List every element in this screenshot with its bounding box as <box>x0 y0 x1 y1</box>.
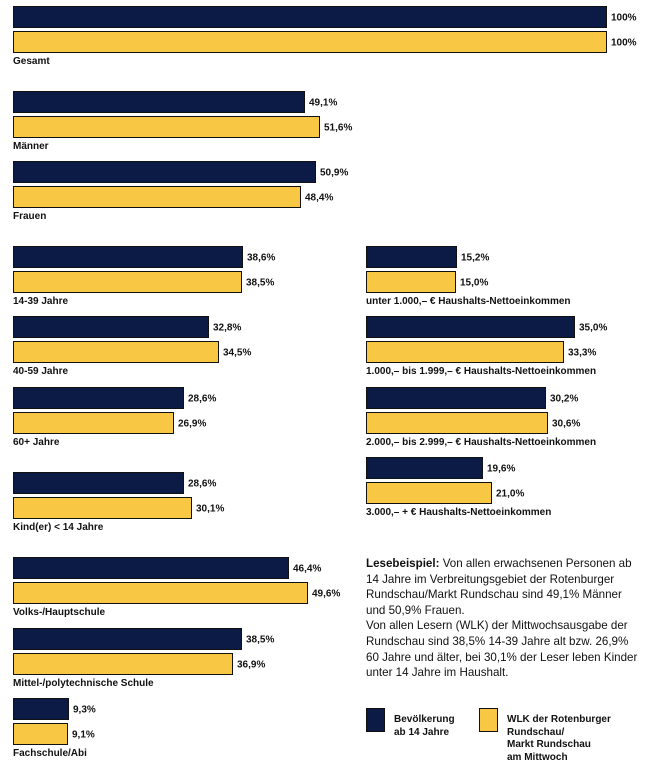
category-label: unter 1.000,– € Haushalts-Nettoeinkommen <box>366 296 571 307</box>
data-label: 38,6% <box>247 253 275 264</box>
data-label: 100% <box>611 13 637 24</box>
bar-readers-40-59-jahre <box>13 341 219 363</box>
category-label: Mittel-/polytechnische Schule <box>13 678 154 689</box>
category-label: Männer <box>13 141 49 152</box>
bar-readers-3-000-haushalts-nettoeinkommen <box>366 482 492 504</box>
bar-group-mittel-polytechnische-schule: 38,5% 36,9% Mittel-/polytechnische Schule <box>13 628 274 689</box>
category-label: 3.000,– + € Haushalts-Nettoeinkommen <box>366 507 551 518</box>
data-label: 30,2% <box>550 394 578 405</box>
bar-population-unter-1-000-haushalts-nettoeinkommen <box>366 246 457 268</box>
data-label: 30,6% <box>552 419 580 430</box>
data-label: 9,3% <box>73 705 96 716</box>
data-label: 15,0% <box>460 278 488 289</box>
bar-population-14-39-jahre <box>13 246 243 268</box>
bar-group-2-000-bis-2-999-haushalts-nettoeinkommen: 30,2% 30,6% 2.000,– bis 2.999,– € Haushalt… <box>366 387 596 448</box>
bar-readers-1-000-bis-1-999-haushalts-nettoeinkommen <box>366 341 564 363</box>
data-label: 19,6% <box>487 464 515 475</box>
category-label: Volks-/Hauptschule <box>13 607 105 618</box>
bar-population-kind-er-14-jahre <box>13 472 184 494</box>
legend-item-population: Bevölkerung ab 14 Jahre <box>366 708 455 739</box>
category-label: 14-39 Jahre <box>13 296 68 307</box>
data-label: 32,8% <box>213 323 241 334</box>
bar-group-1-000-bis-1-999-haushalts-nettoeinkommen: 35,0% 33,3% 1.000,– bis 1.999,– € Haushalt… <box>366 316 607 377</box>
data-label: 46,4% <box>293 564 321 575</box>
data-label: 30,1% <box>196 504 224 515</box>
data-label: 36,9% <box>237 660 265 671</box>
bar-population-40-59-jahre <box>13 316 209 338</box>
bar-readers-2-000-bis-2-999-haushalts-nettoeinkommen <box>366 412 548 434</box>
bar-group-fachschule-abi: 9,3% 9,1% Fachschule/Abi <box>13 698 96 759</box>
bar-group-volks-hauptschule: 46,4% 49,6% Volks-/Hauptschule <box>13 557 340 618</box>
category-label: Frauen <box>13 211 46 222</box>
data-label: 100% <box>611 38 637 49</box>
bar-population-60-jahre <box>13 387 184 409</box>
bar-population-2-000-bis-2-999-haushalts-nettoeinkommen <box>366 387 546 409</box>
bar-readers-m-nner <box>13 116 320 138</box>
bar-readers-frauen <box>13 186 301 208</box>
bar-population-1-000-bis-1-999-haushalts-nettoeinkommen <box>366 316 575 338</box>
category-label: 1.000,– bis 1.999,– € Haushalts-Nettoein… <box>366 366 596 377</box>
bar-group-frauen: 50,9% 48,4% Frauen <box>13 161 348 222</box>
bar-readers-gesamt <box>13 31 607 53</box>
data-label: 9,1% <box>72 730 95 741</box>
data-label: 26,9% <box>178 419 206 430</box>
bar-population-gesamt <box>13 6 607 28</box>
data-label: 33,3% <box>568 348 596 359</box>
category-label: 60+ Jahre <box>13 437 60 448</box>
category-label: Kind(er) < 14 Jahre <box>13 522 104 533</box>
bar-population-mittel-polytechnische-schule <box>13 628 242 650</box>
data-label: 38,5% <box>246 278 274 289</box>
legend-swatch-population <box>366 708 385 732</box>
data-label: 48,4% <box>305 193 333 204</box>
bar-readers-kind-er-14-jahre <box>13 497 192 519</box>
bar-group-m-nner: 49,1% 51,6% Männer <box>13 91 352 152</box>
bar-group-40-59-jahre: 32,8% 34,5% 40-59 Jahre <box>13 316 251 377</box>
note-text-1: Von allen erwachsenen Personen ab 14 Jah… <box>366 557 632 617</box>
bar-group-14-39-jahre: 38,6% 38,5% 14-39 Jahre <box>13 246 275 307</box>
category-label: Gesamt <box>13 56 50 67</box>
data-label: 35,0% <box>579 323 607 334</box>
data-label: 28,6% <box>188 479 216 490</box>
bar-group-60-jahre: 28,6% 26,9% 60+ Jahre <box>13 387 216 448</box>
data-label: 15,2% <box>461 253 489 264</box>
legend-label-population: Bevölkerung ab 14 Jahre <box>394 714 455 738</box>
bar-group-kind-er-14-jahre: 28,6% 30,1% Kind(er) < 14 Jahre <box>13 472 224 533</box>
reading-example-note: Lesebeispiel: Von allen erwachsenen Pers… <box>366 556 642 681</box>
data-label: 49,6% <box>312 589 340 600</box>
bar-population-m-nner <box>13 91 305 113</box>
bar-population-frauen <box>13 161 316 183</box>
bar-readers-14-39-jahre <box>13 271 242 293</box>
bar-readers-mittel-polytechnische-schule <box>13 653 233 675</box>
note-lead: Lesebeispiel: <box>366 557 440 570</box>
bar-population-3-000-haushalts-nettoeinkommen <box>366 457 483 479</box>
bar-group-3-000-haushalts-nettoeinkommen: 19,6% 21,0% 3.000,– + € Haushalts-Nettoein… <box>366 457 551 518</box>
data-label: 49,1% <box>309 98 337 109</box>
data-label: 38,5% <box>246 635 274 646</box>
bar-population-volks-hauptschule <box>13 557 289 579</box>
bar-readers-unter-1-000-haushalts-nettoeinkommen <box>366 271 456 293</box>
bar-group-unter-1-000-haushalts-nettoeinkommen: 15,2% 15,0% unter 1.000,– € Haushalts-Nett… <box>366 246 571 307</box>
data-label: 50,9% <box>320 168 348 179</box>
category-label: 2.000,– bis 2.999,– € Haushalts-Nettoein… <box>366 437 596 448</box>
legend-item-readers: WLK der Rotenburger Rundschau/ Markt Run… <box>479 708 611 764</box>
legend-swatch-readers <box>479 708 498 732</box>
bar-readers-60-jahre <box>13 412 174 434</box>
data-label: 21,0% <box>496 489 524 500</box>
data-label: 28,6% <box>188 394 216 405</box>
bar-group-gesamt: 100% 100% Gesamt <box>13 6 637 67</box>
data-label: 34,5% <box>223 348 251 359</box>
category-label: 40-59 Jahre <box>13 366 68 377</box>
legend-label-readers: WLK der Rotenburger Rundschau/ Markt Run… <box>507 714 611 763</box>
bar-readers-volks-hauptschule <box>13 582 308 604</box>
data-label: 51,6% <box>324 123 352 134</box>
category-label: Fachschule/Abi <box>13 748 87 759</box>
note-text-2: Von allen Lesern (WLK) der Mittwochsausg… <box>366 619 638 680</box>
bar-population-fachschule-abi <box>13 698 69 720</box>
bar-readers-fachschule-abi <box>13 723 68 745</box>
